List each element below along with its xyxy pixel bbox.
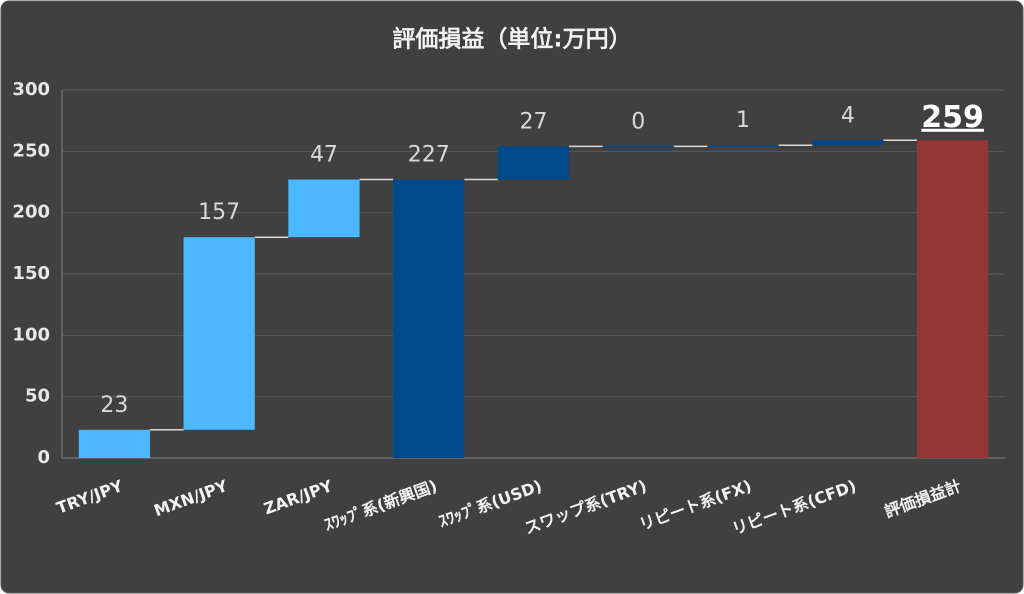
y-tick-label: 0 — [37, 447, 50, 468]
value-label: 0 — [631, 109, 645, 134]
bar — [393, 179, 465, 458]
value-label: 4 — [841, 103, 855, 128]
y-tick-label: 200 — [12, 202, 50, 223]
value-label: 1 — [736, 108, 750, 133]
bar — [812, 140, 884, 146]
y-tick-label: 100 — [12, 324, 50, 345]
bar — [497, 146, 570, 180]
value-label: 47 — [310, 143, 338, 168]
chart-title: 評価損益（単位:万円） — [392, 26, 631, 53]
bar — [916, 140, 989, 458]
value-label: 27 — [520, 109, 548, 134]
value-label: 23 — [100, 393, 128, 418]
y-tick-label: 250 — [12, 140, 50, 161]
bar — [183, 237, 255, 430]
bar — [602, 146, 674, 148]
y-tick-label: 300 — [12, 79, 50, 100]
y-tick-label: 50 — [25, 386, 50, 407]
value-label: 227 — [408, 143, 450, 168]
bar — [78, 429, 151, 458]
value-label: 157 — [198, 200, 240, 225]
value-label: 259 — [921, 100, 984, 135]
bar — [288, 179, 360, 238]
bar — [707, 145, 779, 147]
y-tick-label: 150 — [12, 263, 50, 284]
